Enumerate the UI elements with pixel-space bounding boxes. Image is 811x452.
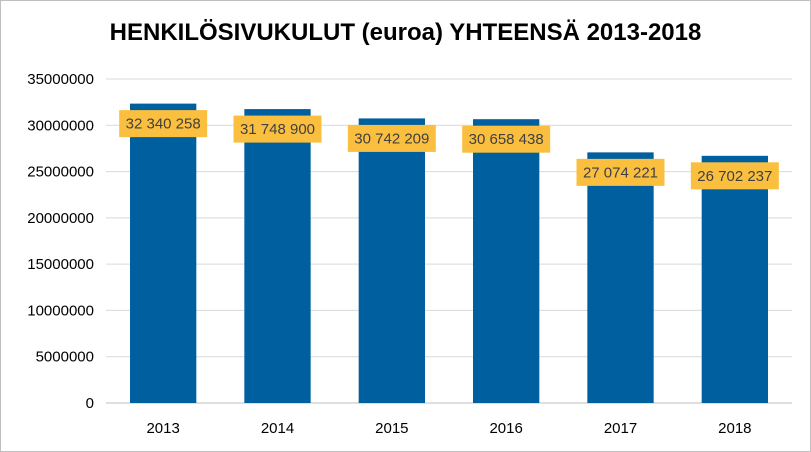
y-tick-label: 25000000 <box>27 164 94 181</box>
bar <box>130 103 197 403</box>
y-tick-label: 20000000 <box>27 210 94 227</box>
data-label-box <box>576 158 665 186</box>
data-label: 30 658 438 <box>469 131 544 148</box>
x-tick-label: 2018 <box>718 420 751 437</box>
bar <box>587 152 654 403</box>
data-label: 30 742 209 <box>354 130 429 147</box>
data-label-box <box>233 115 322 143</box>
data-label-box <box>119 110 208 138</box>
y-tick-label: 30000000 <box>27 117 94 134</box>
data-label: 31 748 900 <box>240 121 315 138</box>
y-tick-label: 0 <box>86 395 94 412</box>
bar <box>701 155 768 403</box>
x-tick-label: 2015 <box>375 420 408 437</box>
bar <box>244 109 311 404</box>
data-label: 27 074 221 <box>583 164 658 181</box>
y-tick-label: 10000000 <box>27 302 94 319</box>
x-tick-label: 2013 <box>146 420 179 437</box>
x-tick-label: 2016 <box>489 420 522 437</box>
data-label: 32 340 258 <box>126 116 201 133</box>
y-tick-label: 35000000 <box>27 71 94 88</box>
x-tick-label: 2014 <box>261 420 294 437</box>
y-tick-label: 15000000 <box>27 256 94 273</box>
chart-title: HENKILÖSIVUKULUT (euroa) YHTEENSÄ 2013-2… <box>109 19 702 46</box>
data-label-box <box>347 124 436 152</box>
bar <box>473 119 540 403</box>
data-label: 26 702 237 <box>697 168 772 185</box>
bar <box>358 118 425 403</box>
y-tick-label: 5000000 <box>36 349 94 366</box>
data-label-box <box>462 125 551 153</box>
data-label-box <box>690 162 779 190</box>
x-tick-label: 2017 <box>604 420 637 437</box>
